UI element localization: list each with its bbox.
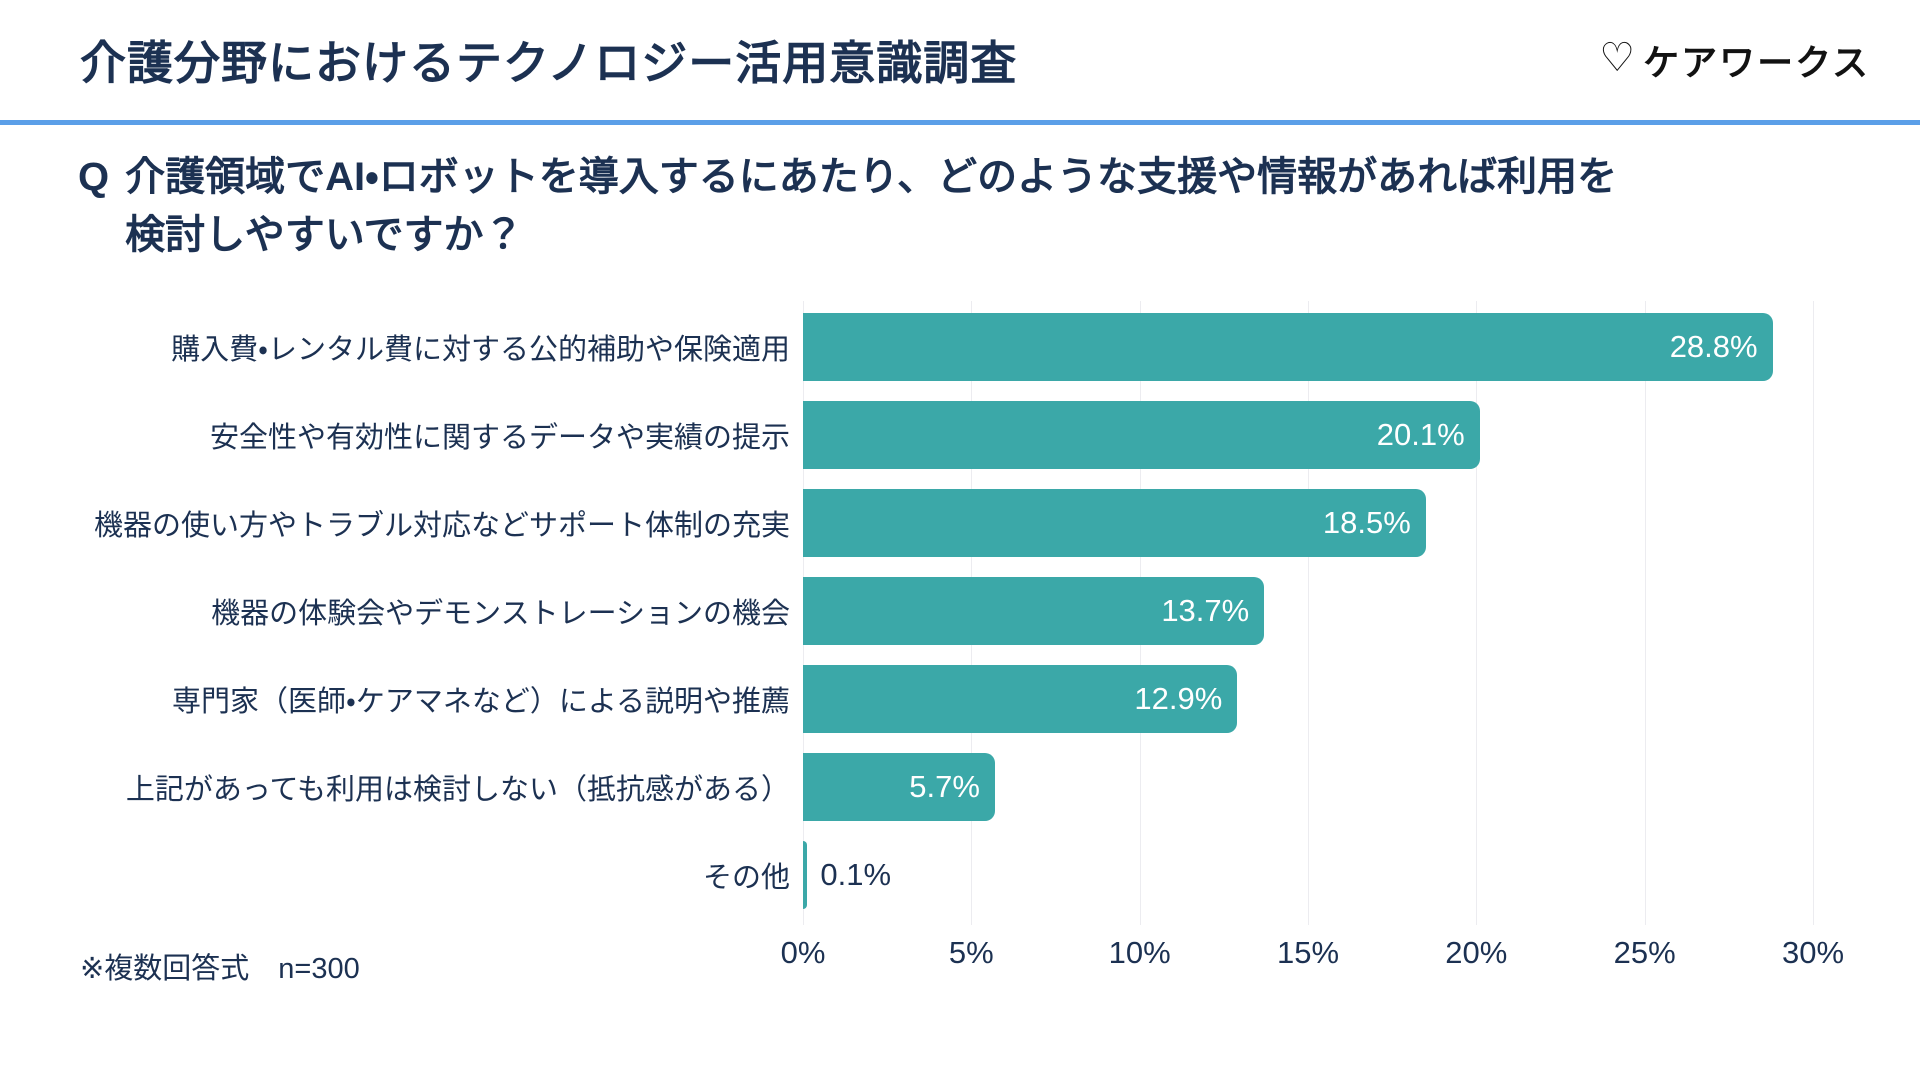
question-prefix: Q [78, 155, 110, 199]
bar-value-label: 18.5% [1322, 505, 1411, 540]
bar-chart: 購入費・レンタル費に対する公的補助や保険適用 28.8% 安全性や有効性に関するデー… [80, 301, 1844, 971]
brand-name: ケアワークス [1643, 42, 1870, 83]
page-title: 介護分野におけるテクノロジー活用意識調査 [80, 37, 1018, 89]
bar-cell: 12.9% [803, 665, 1813, 733]
category-label: 上記があっても利用は検討しない（抵抗感がある） [125, 774, 790, 806]
bar: 20.1% [803, 401, 1480, 469]
bar-cell: 5.7% [803, 753, 1813, 821]
x-axis-tick-label: 15% [1276, 935, 1340, 970]
footnote: ※複数回答式 n=300 [80, 953, 360, 985]
bar: 13.7% [803, 577, 1265, 645]
bar-cell: 0.1% [803, 841, 1813, 909]
chart-row: 機器の体験会やデモンストレーションの機会 13.7% [80, 567, 1840, 655]
bar-value-label: 5.7% [909, 769, 980, 804]
x-axis-tick-label: 30% [1781, 935, 1845, 970]
heart-icon: ♡ [1599, 36, 1636, 80]
x-axis-tick-label: 10% [1108, 935, 1171, 970]
header-divider [0, 120, 1920, 125]
chart-row: 購入費・レンタル費に対する公的補助や保険適用 28.8% [80, 303, 1840, 391]
x-axis-tick-label: 5% [948, 935, 994, 970]
chart-row: 上記があっても利用は検討しない（抵抗感がある） 5.7% [80, 743, 1840, 831]
category-label: その他 [702, 862, 790, 894]
chart-rows: 購入費・レンタル費に対する公的補助や保険適用 28.8% 安全性や有効性に関するデー… [80, 303, 1840, 919]
bar-value-label: 28.8% [1669, 329, 1758, 364]
chart-row: 機器の使い方やトラブル対応などサポート体制の充実 18.5% [80, 479, 1840, 567]
bar [803, 841, 807, 909]
category-label: 購入費・レンタル費に対する公的補助や保険適用 [171, 334, 790, 366]
bar-value-label: 0.1% [820, 857, 892, 892]
bar-cell: 13.7% [803, 577, 1813, 645]
chart-plot-area: 購入費・レンタル費に対する公的補助や保険適用 28.8% 安全性や有効性に関するデー… [80, 301, 1840, 925]
question-line-1: 介護領域でAI・ロボットを導入するにあたり、どのような支援や情報があれば利用を [125, 155, 1618, 199]
question-line-2: 検討しやすいですか？ [125, 213, 524, 257]
brand-logo: ♡ ケアワークス [1599, 34, 1870, 86]
x-axis-tick-label: 20% [1445, 935, 1508, 970]
x-axis-tick-label: 25% [1613, 935, 1676, 970]
bar-value-label: 20.1% [1376, 417, 1465, 452]
x-axis-tick-label: 0% [780, 935, 826, 970]
bar-value-label: 12.9% [1134, 681, 1223, 716]
bar-value-label: 13.7% [1161, 593, 1250, 628]
category-label: 機器の使い方やトラブル対応などサポート体制の充実 [93, 510, 790, 542]
category-label: 安全性や有効性に関するデータや実績の提示 [209, 422, 790, 454]
header: 介護分野におけるテクノロジー活用意識調査 ♡ ケアワークス [0, 0, 1920, 120]
bar: 18.5% [803, 489, 1426, 557]
chart-row: 安全性や有効性に関するデータや実績の提示 20.1% [80, 391, 1840, 479]
bar-cell: 20.1% [803, 401, 1813, 469]
x-axis: 0% 5% 10% 15% 20% 25% 30% [781, 919, 1844, 971]
bar-cell: 28.8% [803, 313, 1813, 381]
category-label: 機器の体験会やデモンストレーションの機会 [211, 598, 790, 630]
category-label: 専門家（医師・ケアマネなど）による説明や推薦 [172, 686, 790, 718]
bar-cell: 18.5% [803, 489, 1813, 557]
bar: 12.9% [803, 665, 1238, 733]
chart-row: 専門家（医師・ケアマネなど）による説明や推薦 12.9% [80, 655, 1840, 743]
bar: 5.7% [803, 753, 995, 821]
question-text: 介護領域でAI・ロボットを導入するにあたり、どのような支援や情報があれば利用を … [125, 148, 1617, 264]
chart-row: その他 0.1% [80, 831, 1840, 919]
bar: 28.8% [803, 313, 1773, 381]
question-block: Q 介護領域でAI・ロボットを導入するにあたり、どのような支援や情報があれば利用… [78, 148, 1617, 264]
